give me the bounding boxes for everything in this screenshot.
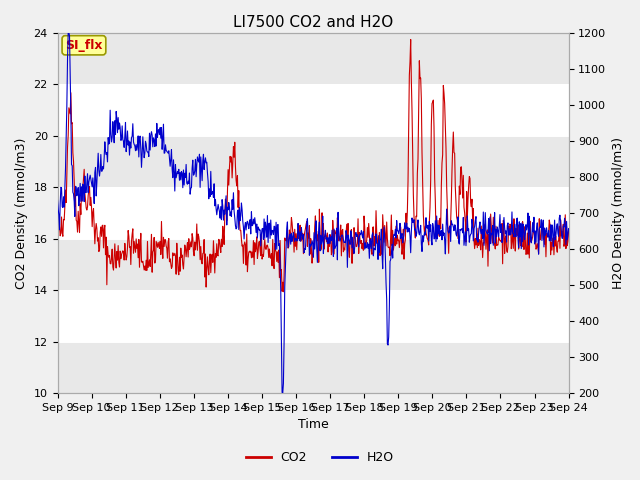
Y-axis label: CO2 Density (mmol/m3): CO2 Density (mmol/m3) (15, 137, 28, 288)
Bar (58, 135, 568, 187)
Bar (58, 239, 568, 290)
Bar (58, 342, 568, 393)
Bar (58, 33, 568, 84)
Title: LI7500 CO2 and H2O: LI7500 CO2 and H2O (233, 15, 393, 30)
Y-axis label: H2O Density (mmol/m3): H2O Density (mmol/m3) (612, 137, 625, 289)
X-axis label: Time: Time (298, 419, 328, 432)
Text: SI_flx: SI_flx (65, 39, 102, 52)
Legend: CO2, H2O: CO2, H2O (241, 446, 399, 469)
